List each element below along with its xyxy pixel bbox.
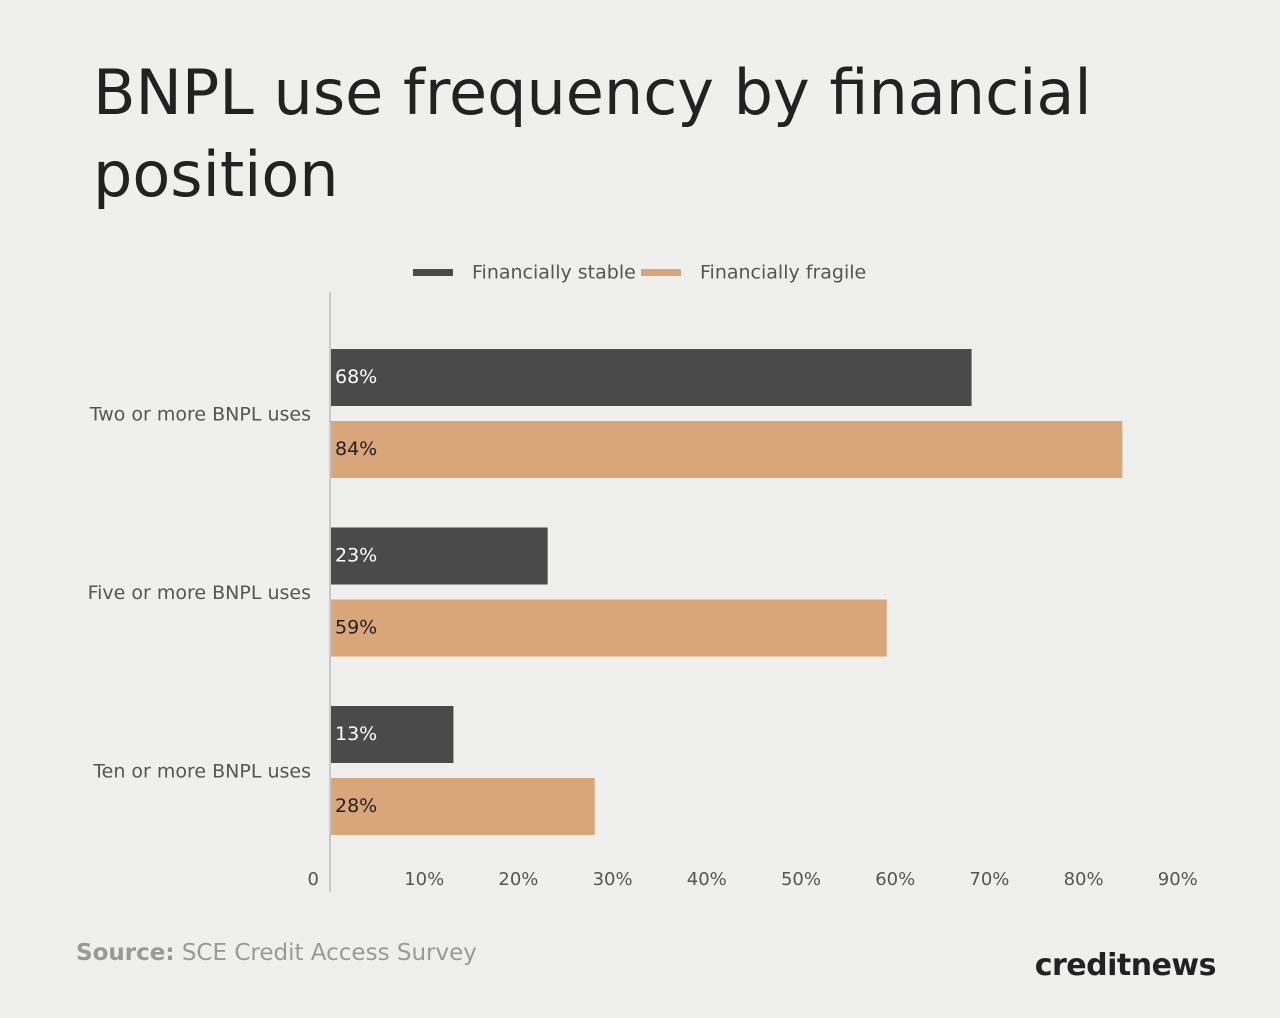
data-label: 28% — [335, 795, 377, 817]
legend-label: Financially stable — [472, 262, 636, 284]
bar — [331, 706, 454, 763]
x-tick-label: 90% — [1158, 869, 1198, 890]
data-label: 23% — [335, 545, 377, 567]
chart-title: BNPL use frequency by financial position — [93, 56, 1092, 211]
brand-logo: creditnews — [1034, 948, 1217, 983]
bar — [331, 421, 1123, 478]
legend-swatch — [641, 269, 681, 276]
x-tick-label: 30% — [593, 869, 633, 890]
bar — [331, 599, 887, 657]
x-tick-label: 80% — [1064, 869, 1104, 890]
bar — [331, 778, 595, 835]
y-tick-label: Five or more BNPL uses — [88, 582, 311, 604]
source-label: Source: — [76, 940, 175, 966]
data-label: 84% — [335, 438, 377, 460]
bar — [331, 527, 548, 585]
x-tick-label: 60% — [875, 869, 915, 890]
legend-swatch — [413, 269, 453, 276]
data-label: 68% — [335, 366, 377, 388]
x-tick-label: 10% — [404, 869, 444, 890]
x-tick-label: 50% — [781, 869, 821, 890]
bar — [331, 349, 972, 406]
x-tick-label: 40% — [687, 869, 727, 890]
legend-label: Financially fragile — [700, 262, 866, 284]
x-tick-label: 70% — [969, 869, 1009, 890]
y-tick-label: Two or more BNPL uses — [89, 404, 311, 426]
x-tick-label: 20% — [498, 869, 538, 890]
source-text: SCE Credit Access Survey — [181, 940, 477, 966]
y-tick-label: Ten or more BNPL uses — [92, 761, 311, 783]
source: Source: SCE Credit Access Survey — [76, 940, 477, 966]
x-tick-label: 0 — [308, 869, 319, 890]
data-label: 13% — [335, 723, 377, 745]
data-label: 59% — [335, 617, 377, 639]
